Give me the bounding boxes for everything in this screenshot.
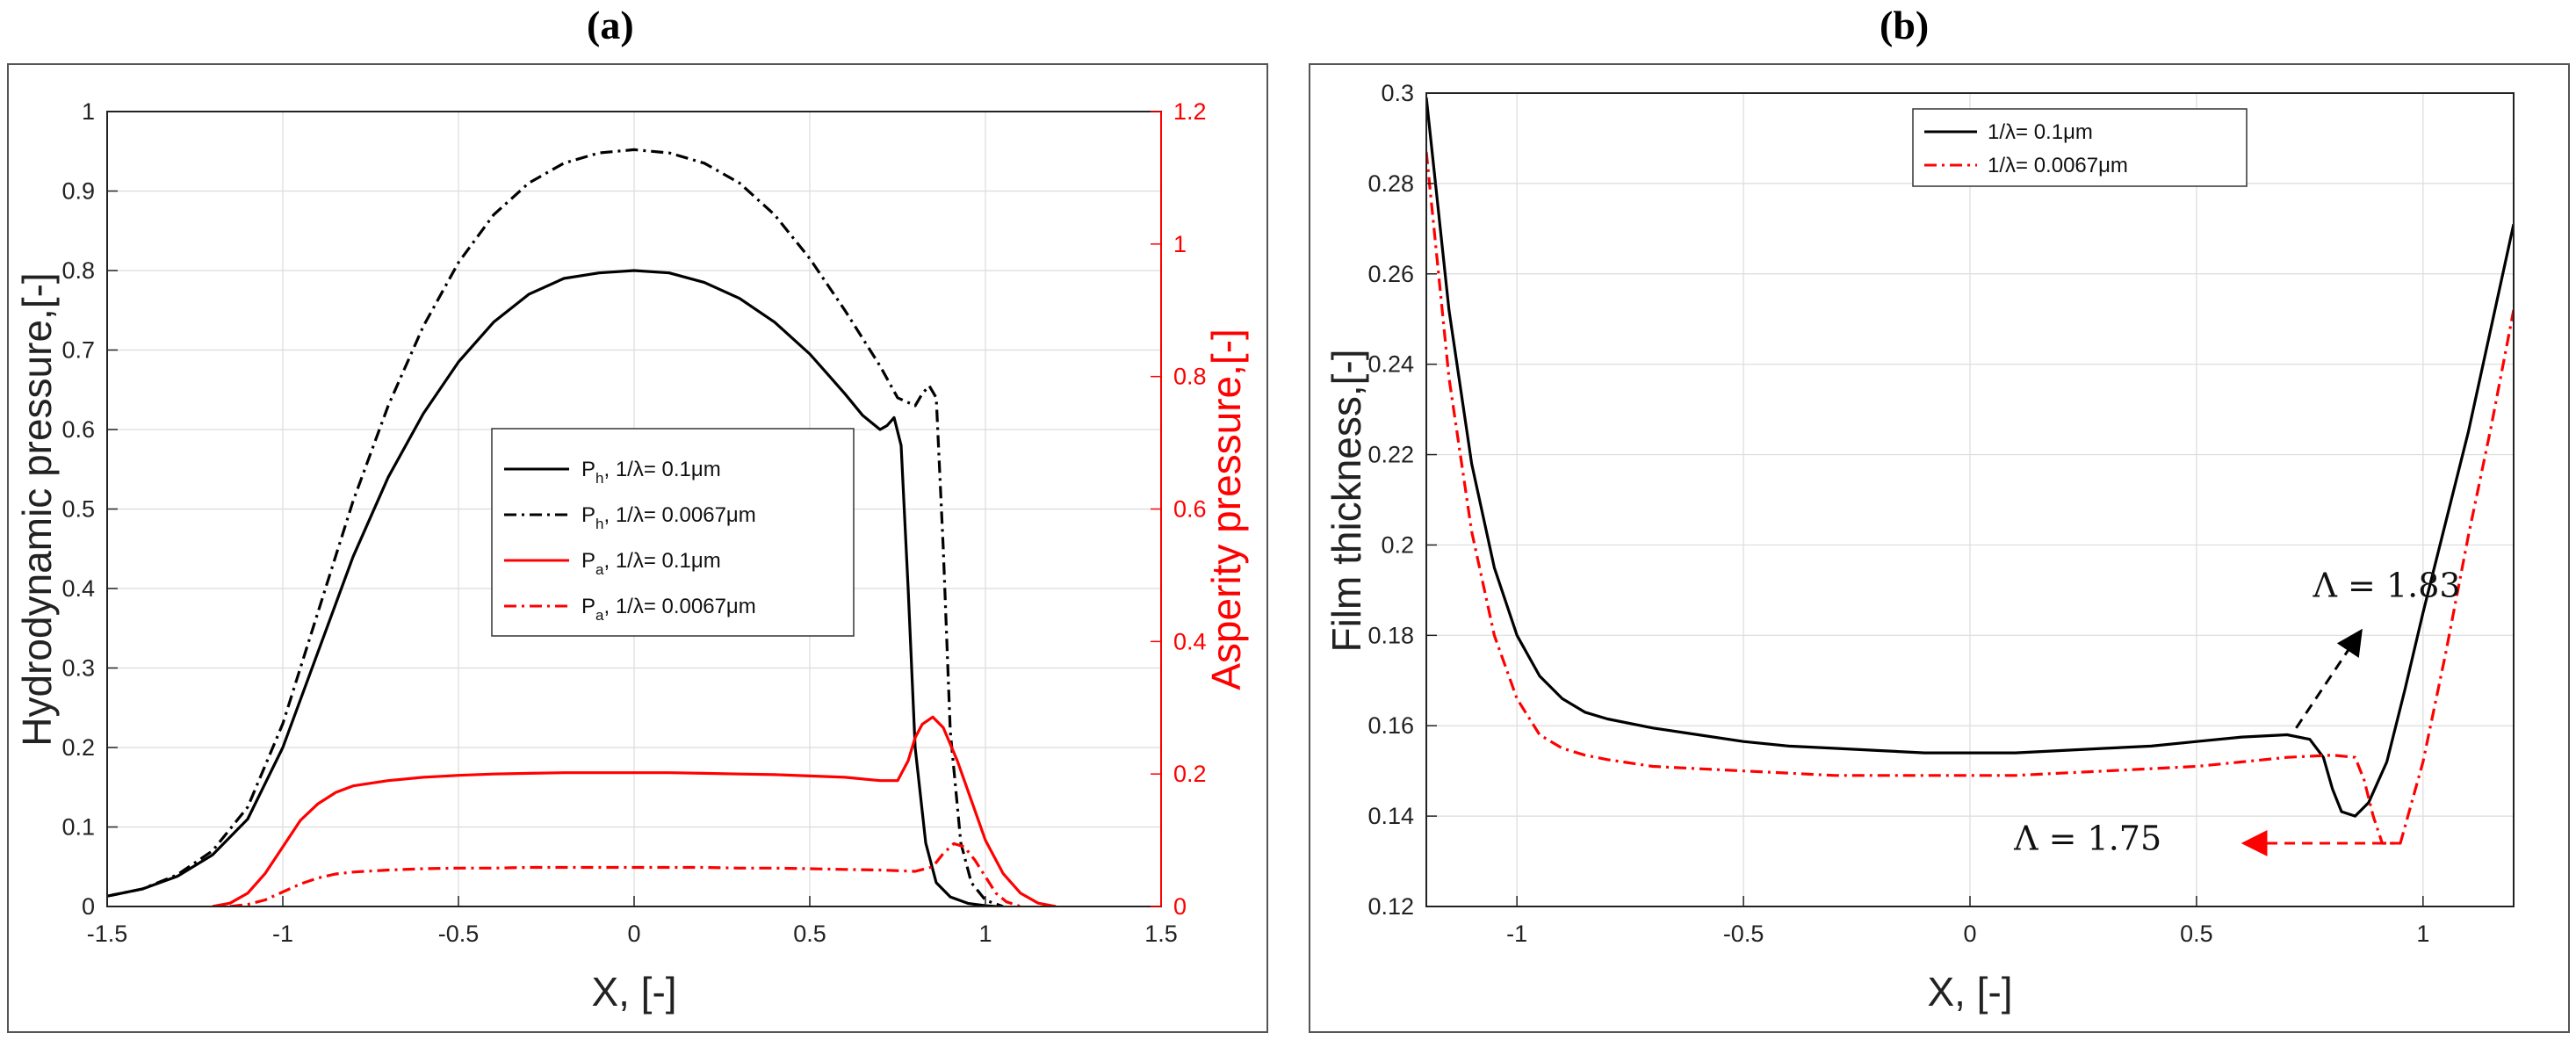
panel-a-title: (a) bbox=[587, 3, 634, 47]
annotations-b: Λ = 1.83 Λ = 1.75 bbox=[2013, 567, 2461, 858]
chart-b-y-tick-label: 0.26 bbox=[1367, 261, 1414, 287]
chart-a-x-tick-label: 0.5 bbox=[793, 921, 826, 947]
chart-a-series-line-2 bbox=[107, 148, 1004, 906]
chart-b-y-tick-label: 0.16 bbox=[1367, 712, 1414, 739]
chart-b-x-tick-label: 1 bbox=[2416, 921, 2429, 947]
chart-b-y-tick-label: 0.14 bbox=[1367, 803, 1414, 829]
chart-a-x-tick-label: -1.5 bbox=[87, 921, 128, 947]
legend-a-text-2: Ph, 1/λ= 0.0067μm bbox=[581, 503, 756, 532]
chart-a-y-tick-label: 0.4 bbox=[61, 575, 95, 602]
chart-b-annotation-label-2: Λ = 1.75 bbox=[2013, 820, 2161, 858]
ticks-a: -1.5 -1 -0.5 0 0.5 1 1.500.10.20.30.40.50.60.7… bbox=[61, 98, 1206, 947]
chart-a-x-tick-label: 1 bbox=[978, 921, 992, 947]
series-group-a bbox=[107, 148, 1057, 906]
legend-box-b bbox=[1912, 108, 2248, 187]
chart-a-y-tick-label: 1 bbox=[82, 98, 95, 125]
chart-b-y-tick-label: 0.3 bbox=[1381, 80, 1414, 106]
chart-b-series-line-1 bbox=[1426, 97, 2514, 818]
chart-a-x-tick-label: 0 bbox=[627, 921, 640, 947]
panel-b-title: (b) bbox=[1880, 3, 1930, 47]
y-axis-label-b: Film thickness,[-] bbox=[1324, 349, 1369, 652]
chart-b-y-tick-label: 0.2 bbox=[1381, 531, 1414, 558]
y2-axis-label-a: Asperity pressure,[-] bbox=[1203, 329, 1249, 690]
chart-a-y-tick-label: 0.9 bbox=[61, 178, 95, 205]
legend-a-text-1: Ph, 1/λ= 0.1μm bbox=[581, 458, 721, 487]
chart-a-y-tick-label: 0.3 bbox=[61, 655, 95, 682]
chart-a-y2-tick-label: 1.2 bbox=[1173, 98, 1207, 125]
chart-b-x-tick-label: 0.5 bbox=[2180, 921, 2213, 947]
chart-b-y-tick-label: 0.28 bbox=[1367, 170, 1414, 197]
chart-b-y-tick-label: 0.22 bbox=[1367, 442, 1414, 468]
legend-a-text-4: Pa, 1/λ= 0.0067μm bbox=[581, 595, 756, 624]
grid-b bbox=[1426, 92, 2514, 907]
chart-a-y2-tick-label: 0.6 bbox=[1173, 496, 1207, 523]
chart-a-x-tick-label: 1.5 bbox=[1144, 921, 1178, 947]
chart-a-y-tick-label: 0.2 bbox=[61, 734, 95, 761]
series-group-b bbox=[1426, 97, 2514, 845]
chart-a-y2-tick-label: 0.2 bbox=[1173, 761, 1207, 787]
legend-b: 1/λ= 0.1μm 1/λ= 0.0067μm bbox=[1912, 108, 2248, 187]
chart-a-x-tick-label: -1 bbox=[272, 921, 293, 947]
chart-b-x-tick-label: -0.5 bbox=[1723, 921, 1764, 947]
chart-b-y-tick-label: 0.12 bbox=[1367, 893, 1414, 920]
chart-a-series-line-1 bbox=[107, 269, 997, 906]
y-axis-label-a: Hydrodynamic pressure,[-] bbox=[14, 272, 60, 746]
chart-a-y-tick-label: 0 bbox=[82, 893, 95, 920]
legend-b-text-1: 1/λ= 0.1μm bbox=[1988, 120, 2093, 144]
chart-a-series-line-3 bbox=[212, 715, 1057, 906]
chart-a-x-tick-label: -0.5 bbox=[438, 921, 480, 947]
chart-a-y2-tick-label: 0.8 bbox=[1173, 364, 1207, 390]
chart-a-y-tick-label: 0.5 bbox=[61, 496, 95, 523]
chart-a-y-tick-label: 0.6 bbox=[61, 416, 95, 443]
x-axis-label-b: X, [-] bbox=[1927, 969, 2012, 1015]
chart-b-annotation-arrow-1 bbox=[2295, 628, 2363, 729]
chart-b-y-tick-label: 0.24 bbox=[1367, 351, 1414, 378]
chart-a-y2-tick-label: 0.4 bbox=[1173, 628, 1207, 654]
chart-a: -1.5 -1 -0.5 0 0.5 1 1.500.10.20.30.40.50.60.7… bbox=[14, 98, 1249, 1015]
legend-b-text-2: 1/λ= 0.0067μm bbox=[1988, 154, 2128, 177]
chart-a-y2-tick-label: 1 bbox=[1173, 231, 1187, 257]
chart-b: -1 -0.5 0 0.5 1 0.12 0.14 0.16 0.18 0.2 0.22 0.24 0.… bbox=[1324, 80, 2515, 1015]
panel-a-frame bbox=[7, 63, 1268, 1033]
chart-a-y2-tick-label: 0 bbox=[1173, 893, 1187, 920]
chart-b-x-tick-label: 0 bbox=[1963, 921, 1976, 947]
chart-a-y-tick-label: 0.1 bbox=[61, 814, 95, 841]
ticks-b: -1 -0.5 0 0.5 1 0.12 0.14 0.16 0.18 0.2 0.22 0.24 0.… bbox=[1367, 80, 2429, 947]
chart-b-x-tick-label: -1 bbox=[1506, 921, 1527, 947]
chart-a-y-tick-label: 0.8 bbox=[61, 257, 95, 284]
chart-b-series-line-2 bbox=[1426, 151, 2514, 845]
legend-a: Ph, 1/λ= 0.1μm Ph, 1/λ= 0.0067μm Pa, 1/λ… bbox=[491, 428, 855, 637]
legend-a-text-3: Pa, 1/λ= 0.1μm bbox=[581, 549, 721, 578]
legend-box-a bbox=[491, 428, 855, 637]
chart-a-series-line-4 bbox=[229, 841, 1021, 906]
chart-b-annotation-label-1: Λ = 1.83 bbox=[2313, 567, 2461, 605]
chart-a-y-tick-label: 0.7 bbox=[61, 337, 95, 364]
chart-b-y-tick-label: 0.18 bbox=[1367, 622, 1414, 648]
x-axis-label-a: X, [-] bbox=[591, 969, 676, 1015]
panel-b-frame bbox=[1309, 63, 2570, 1033]
